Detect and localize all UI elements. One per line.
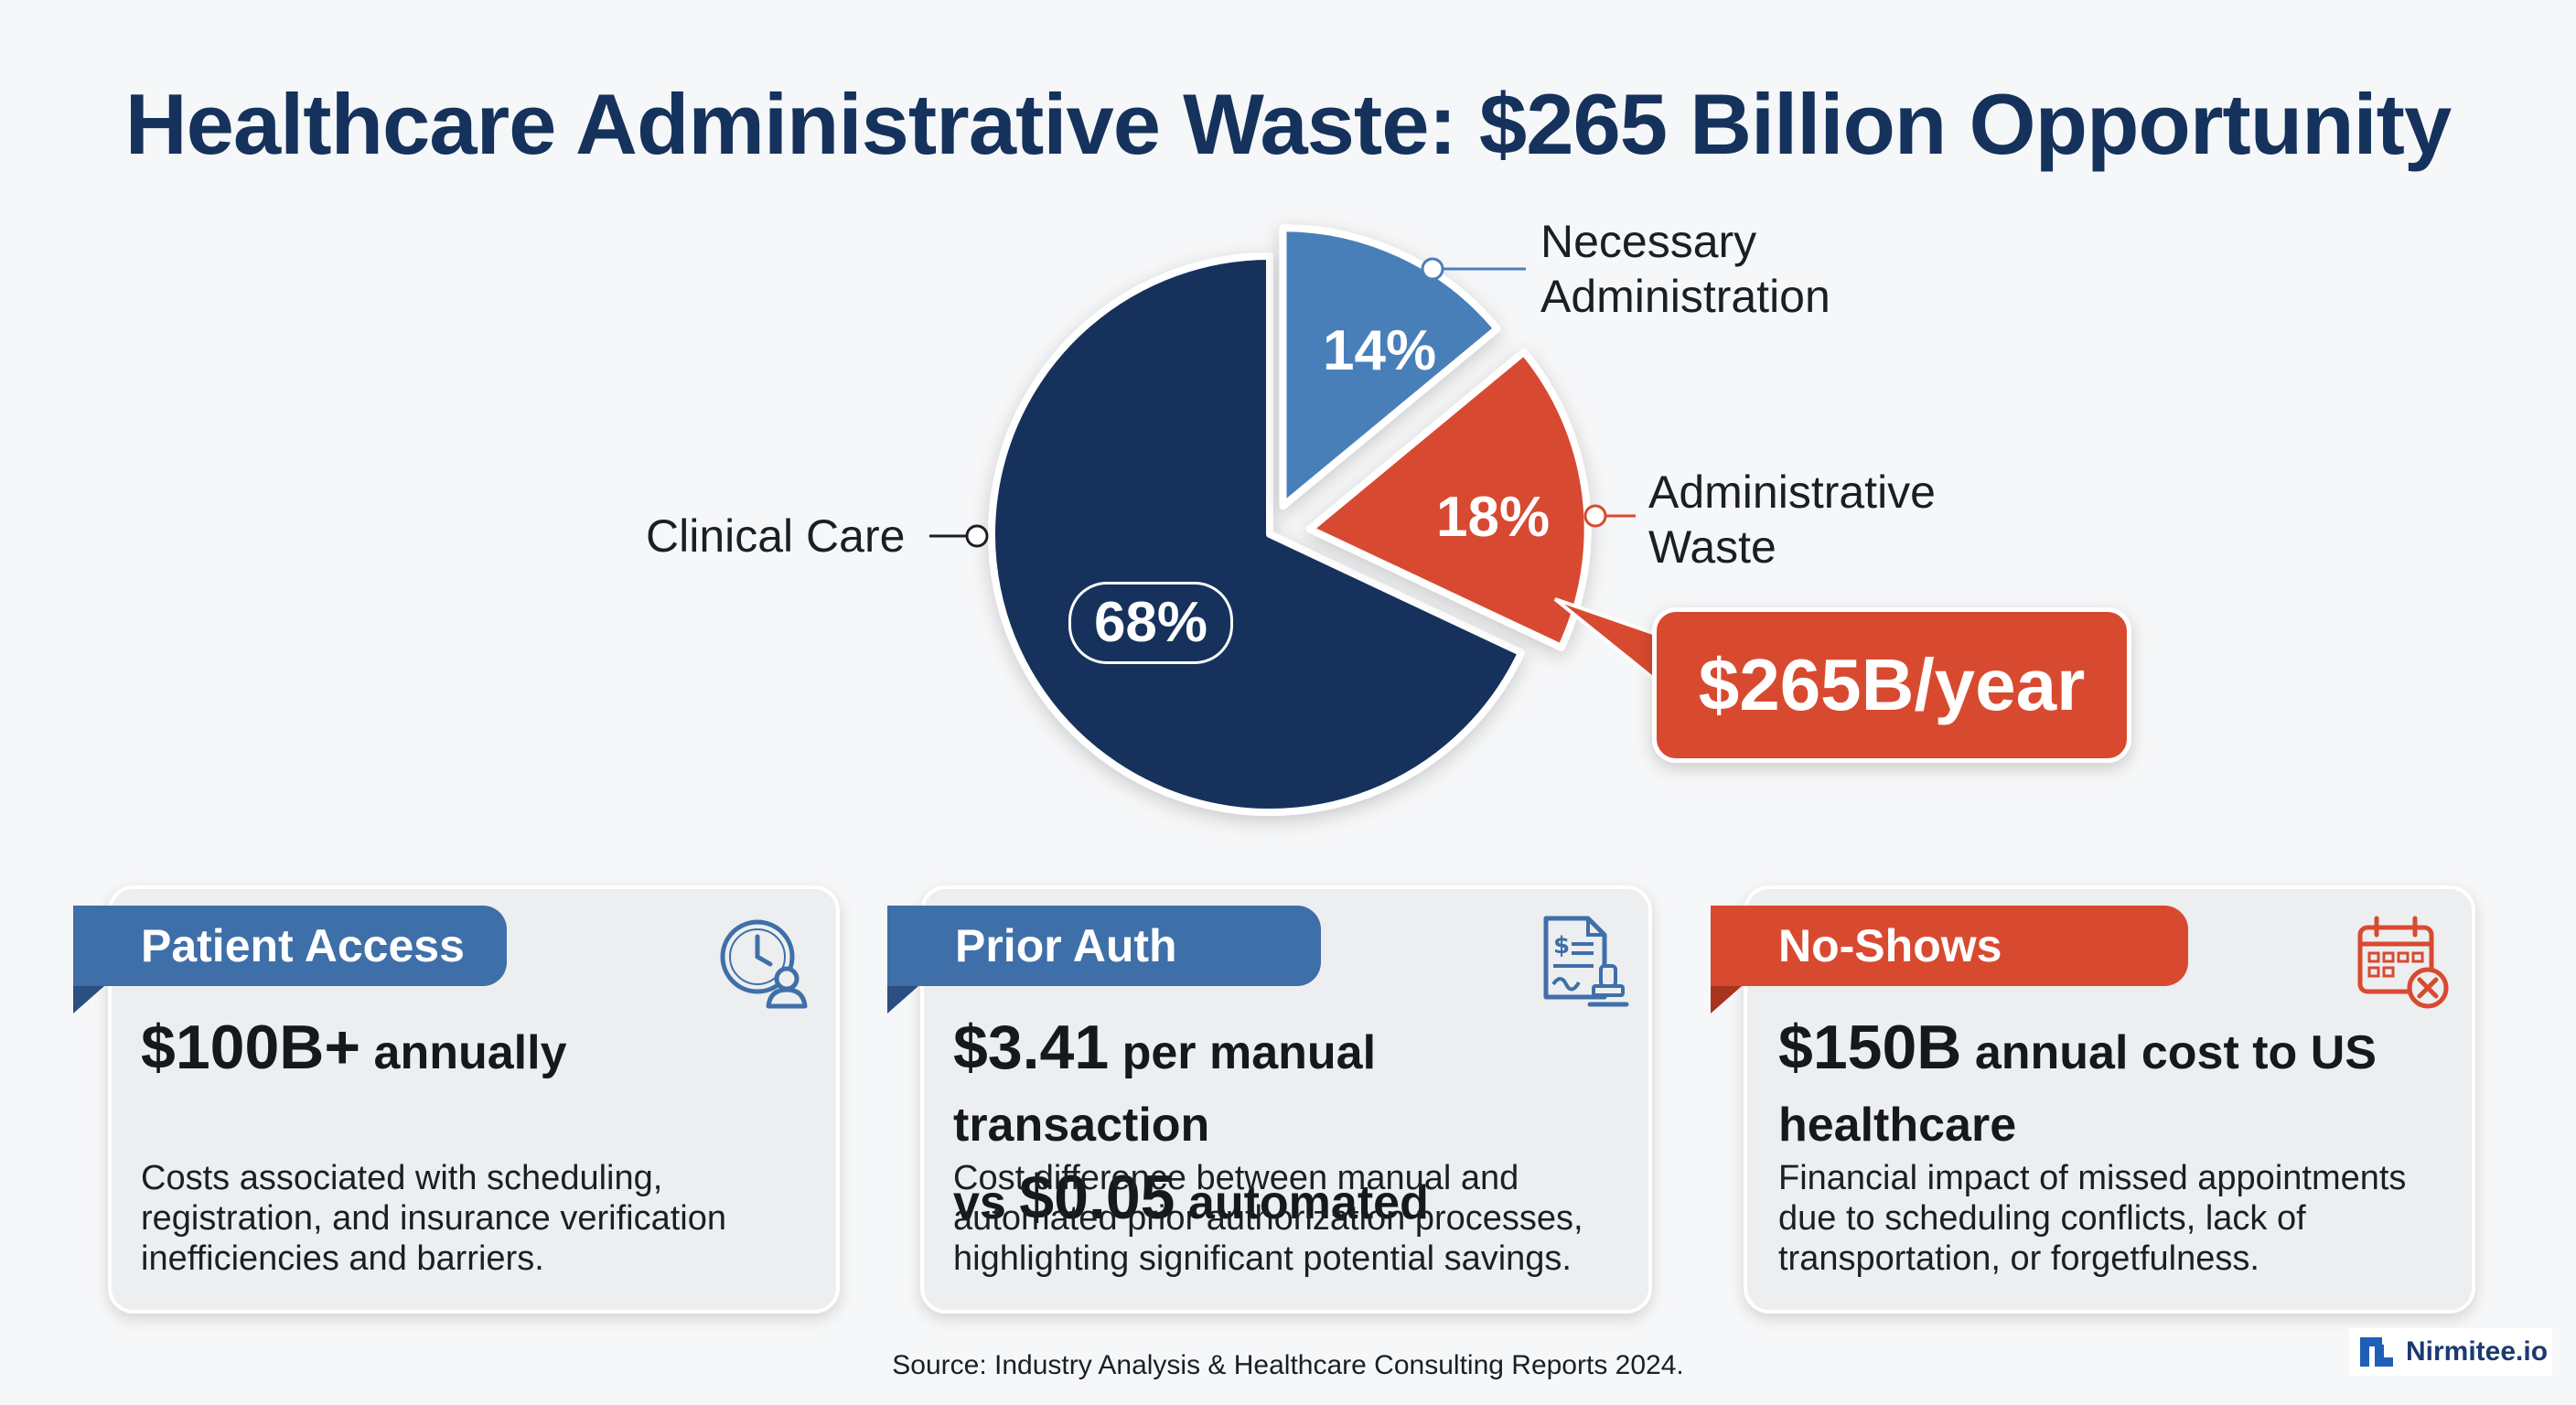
- patient-access-ribbon-fold: [73, 986, 104, 1014]
- administrative-waste-label: Administrative Waste: [1648, 465, 1936, 574]
- clinical-leader-dot: [965, 524, 989, 548]
- pie-chart: [929, 224, 1676, 816]
- necessary-administration-label: Necessary Administration: [1540, 214, 1830, 324]
- calendar-cancel-icon: [2357, 916, 2449, 1009]
- prior-auth-manual-text: per manual transaction: [953, 1026, 1377, 1152]
- patient-access-amount: $100B+: [141, 1013, 361, 1082]
- necessary-administration-percent: 14%: [1323, 319, 1437, 382]
- prior-auth-headline: $3.41 per manual transaction vs $0.05 au…: [953, 1016, 1630, 1245]
- clock-person-icon: [720, 919, 808, 1009]
- document-stamp-icon: $: [1543, 916, 1629, 1007]
- necessary-leader-dot: [1421, 257, 1444, 281]
- no-shows-tag: No-Shows: [1711, 906, 2188, 986]
- clinical-care-label: Clinical Care: [646, 510, 906, 562]
- clinical-care-percent: 68%: [1068, 582, 1233, 664]
- waste-label-line2: Waste: [1648, 521, 1776, 573]
- source-note: Source: Industry Analysis & Healthcare C…: [892, 1350, 1684, 1380]
- page-title: Healthcare Administrative Waste: $265 Bi…: [124, 76, 2453, 172]
- prior-auth-headline-line1: $3.41 per manual transaction: [953, 1016, 1630, 1167]
- waste-leader-dot: [1583, 504, 1607, 528]
- prior-auth-ribbon-fold: [887, 986, 918, 1014]
- prior-auth-headline-line2: vs $0.05 automated: [953, 1166, 1630, 1245]
- brand-name: Nirmitee.io: [2406, 1336, 2549, 1367]
- no-shows-description: Financial impact of missed appointments …: [1778, 1159, 2407, 1278]
- patient-access-headline: $100B+ annually: [141, 1016, 818, 1095]
- waste-cost-callout: $265B/year: [1652, 607, 2131, 763]
- necessary-label-line2: Administration: [1540, 271, 1830, 322]
- prior-auth-tag: Prior Auth: [887, 906, 1321, 986]
- necessary-administration-slice: [1279, 224, 1501, 510]
- patient-access-description: Costs associated with scheduling, regist…: [141, 1159, 727, 1278]
- nirmitee-logo-icon: [2360, 1337, 2393, 1367]
- clinical-care-slice: [988, 252, 1526, 816]
- patient-access-period: annually: [360, 1026, 567, 1079]
- prior-auth-manual-cost: $3.41: [953, 1013, 1110, 1082]
- patient-access-tag: Patient Access: [73, 906, 507, 986]
- no-shows-ribbon-fold: [1711, 986, 1742, 1014]
- prior-auth-automated-cost: $0.05: [1019, 1163, 1175, 1232]
- prior-auth-description: Cost difference between manual and autom…: [953, 1159, 1583, 1278]
- administrative-waste-percent: 18%: [1436, 486, 1551, 549]
- prior-auth-vs-text: vs: [953, 1176, 1020, 1229]
- brand-badge: Nirmitee.io: [2349, 1328, 2552, 1376]
- prior-auth-automated-text: automated: [1175, 1176, 1429, 1229]
- necessary-label-line1: Necessary: [1540, 216, 1757, 267]
- svg-text:$: $: [1553, 932, 1570, 960]
- waste-label-line1: Administrative: [1648, 467, 1936, 518]
- no-shows-headline: $150B annual cost to US healthcare: [1778, 1016, 2455, 1167]
- no-shows-text: annual cost to US healthcare: [1778, 1026, 2377, 1152]
- no-shows-amount: $150B: [1778, 1013, 1962, 1082]
